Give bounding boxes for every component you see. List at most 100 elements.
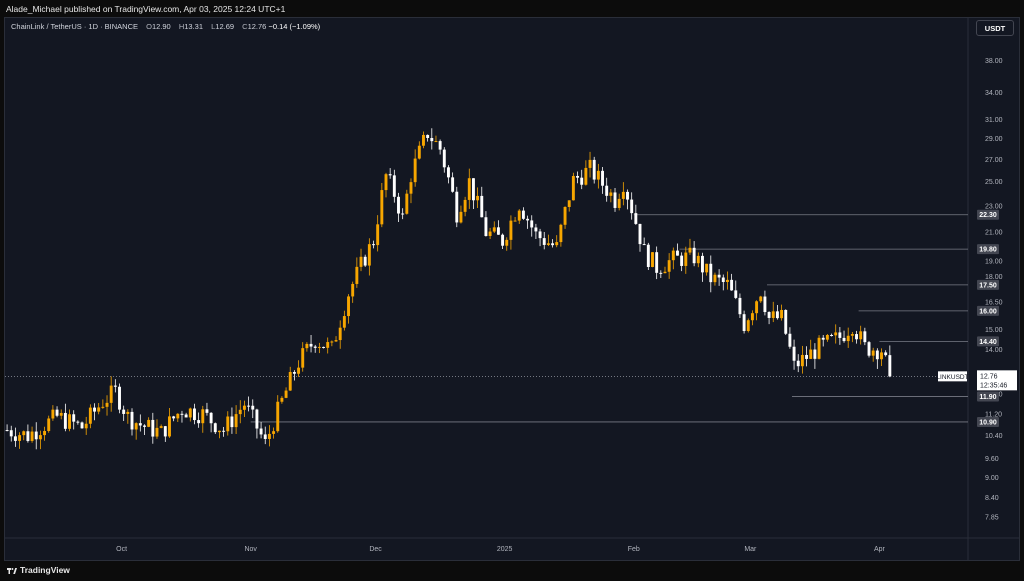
candle-down [496,227,500,235]
candle-up [417,145,421,159]
candle-down [93,407,96,412]
candle-down [634,213,638,224]
candle-down [830,334,833,336]
level-badge [977,305,999,316]
tradingview-brand: TradingView [20,565,70,575]
candle-down [76,421,80,423]
candle-up [409,182,413,194]
candle-up [684,252,688,266]
candle-up [405,193,409,214]
candle-down [322,346,325,348]
level-badge [977,209,999,220]
candle-up [413,158,417,183]
candle-up [755,301,759,314]
candle-down [455,191,459,223]
candle-up [617,198,621,208]
candle-up [705,263,709,273]
candle-up [288,371,292,391]
candle-up [217,430,221,433]
currency-button[interactable]: USDT [976,20,1014,36]
candle-up [367,244,371,266]
candle-up [176,413,180,419]
candle-up [817,337,821,359]
candle-up [168,416,171,437]
candle-down [701,255,704,273]
high-label: H [178,22,185,31]
candle-up [567,200,571,207]
y-tick-label: 7.85 [985,514,999,521]
candle-down [180,413,184,415]
candle-down [397,196,400,214]
y-tick-label: 10.40 [985,433,1003,440]
y-tick-label: 9.00 [985,475,999,482]
candle-down [197,420,201,424]
candle-down [855,334,858,340]
y-tick-label: 27.00 [985,157,1003,164]
candle-down [863,331,867,343]
candle-down [209,412,213,424]
candle-up [272,431,276,434]
candle-up [846,335,850,342]
candle-down [309,343,313,347]
candle-up [376,224,380,246]
y-tick-label: 23.00 [985,203,1003,210]
candle-down [193,408,196,421]
candle-up [109,385,113,403]
x-axis-label: Oct [116,546,127,553]
x-axis-label: Nov [244,546,257,553]
candle-down [784,309,788,334]
candle-down [813,349,817,359]
candle-down [875,350,879,360]
candle-up [463,199,467,212]
candle-up [696,255,700,264]
candle-down [447,167,450,178]
candle-down [638,223,642,245]
candle-up [38,435,42,440]
candle-up [297,367,301,374]
candle-down [717,274,721,278]
level-badge [977,336,999,347]
candle-up [880,352,883,360]
candle-down [392,175,396,197]
candle-up [713,274,717,283]
candle-up [467,178,471,200]
candle-down [605,185,609,196]
candle-up [809,349,813,359]
candle-up [800,354,804,367]
candle-up [834,332,838,336]
candle-down [230,416,234,428]
candle-up [234,414,238,428]
y-tick-label: 21.00 [985,230,1003,237]
candle-down [642,244,646,246]
candle-up [571,175,575,201]
candle-up [351,283,355,297]
y-tick-label: 15.00 [985,327,1003,334]
candle-down [9,430,13,437]
candle-down [480,195,484,218]
level-badge-label: 10.90 [979,419,997,426]
x-axis-label: Apr [874,546,886,553]
candle-up [326,342,330,348]
candle-up [342,316,346,328]
candle-up [334,340,338,342]
candle-down [775,311,779,319]
candle-up [22,431,26,436]
candle-up [355,266,359,284]
chart-panel[interactable]: 7.858.409.009.6010.4011.2012.0014.0015.0… [4,17,1020,561]
candle-up [284,390,288,398]
candlestick-chart[interactable]: 7.858.409.009.6010.4011.2012.0014.0015.0… [5,18,1020,561]
candle-up [159,426,163,428]
candle-down [646,244,650,267]
countdown-value: 12:35:46 [980,382,1007,389]
candle-up [825,334,829,340]
candle-down [792,346,796,361]
candle-down [138,423,142,426]
candle-down [521,210,525,219]
level-badge [977,391,999,402]
candle-down [530,220,534,228]
candle-down [205,409,209,413]
candle-up [280,397,284,402]
candle-down [601,170,604,186]
candle-down [172,416,176,419]
candle-down [222,430,226,432]
